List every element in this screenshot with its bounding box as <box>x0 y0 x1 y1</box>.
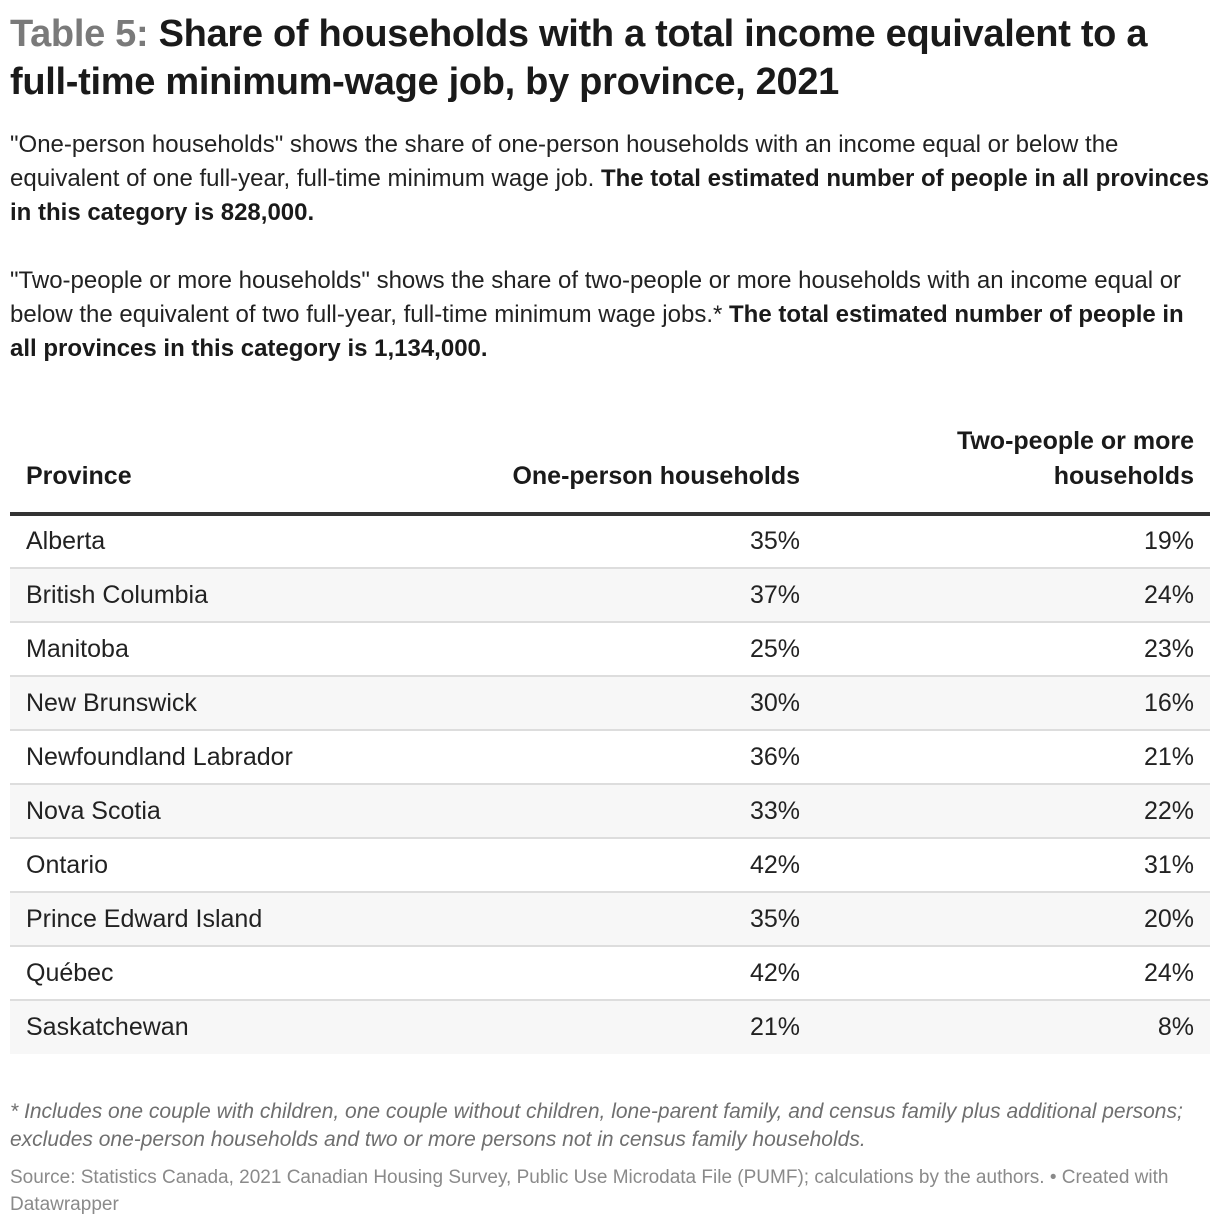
province-cell: Prince Edward Island <box>10 892 418 947</box>
chart-title: Table 5: Share of households with a tota… <box>10 10 1210 106</box>
province-cell: Nova Scotia <box>10 784 418 839</box>
description-one-bold: The total estimated number of people in … <box>10 165 1210 226</box>
two-people-cell: 31% <box>816 838 1210 893</box>
one-person-cell: 25% <box>418 622 816 677</box>
province-cell: Québec <box>10 946 418 1001</box>
chart-description: "One-person households" shows the share … <box>10 128 1210 366</box>
chart-container: Table 5: Share of households with a tota… <box>10 10 1210 1218</box>
one-person-cell: 21% <box>418 1000 816 1054</box>
table-label: Table 5: <box>10 13 149 55</box>
table-row: Alberta 35% 19% <box>10 514 1210 569</box>
one-person-cell: 37% <box>418 568 816 623</box>
column-header-two-people-text: Two-people or more households <box>956 427 1194 490</box>
one-person-cell: 33% <box>418 784 816 839</box>
description-paragraph-one: "One-person households" shows the share … <box>10 128 1210 230</box>
table-row: Prince Edward Island 35% 20% <box>10 892 1210 947</box>
province-cell: Ontario <box>10 838 418 893</box>
one-person-cell: 35% <box>418 892 816 947</box>
province-cell: Alberta <box>10 514 418 569</box>
table-header-row: Province One-person households Two-peopl… <box>10 424 1210 516</box>
two-people-cell: 20% <box>816 892 1210 947</box>
two-people-cell: 24% <box>816 946 1210 1001</box>
one-person-cell: 42% <box>418 946 816 1001</box>
one-person-cell: 42% <box>418 838 816 893</box>
description-two-text: "Two-people or more households" shows th… <box>10 267 1182 328</box>
table-row: Ontario 42% 31% <box>10 838 1210 893</box>
table-row: Québec 42% 24% <box>10 946 1210 1001</box>
footnote: * Includes one couple with children, one… <box>10 1100 1183 1151</box>
source-credit: Source: Statistics Canada, 2021 Canadian… <box>10 1167 1169 1215</box>
column-header-two-people[interactable]: Two-people or more households <box>816 424 1210 516</box>
title-text: Share of households with a total income … <box>10 13 1148 103</box>
two-people-cell: 23% <box>816 622 1210 677</box>
two-people-cell: 16% <box>816 676 1210 731</box>
table-row: Nova Scotia 33% 22% <box>10 784 1210 839</box>
province-cell: Saskatchewan <box>10 1000 418 1054</box>
column-header-province[interactable]: Province <box>10 424 418 516</box>
two-people-cell: 24% <box>816 568 1210 623</box>
one-person-cell: 36% <box>418 730 816 785</box>
one-person-cell: 35% <box>418 514 816 569</box>
two-people-cell: 8% <box>816 1000 1210 1054</box>
description-two-bold: The total estimated number of people in … <box>10 301 1184 362</box>
two-people-cell: 19% <box>816 514 1210 569</box>
table-row: Manitoba 25% 23% <box>10 622 1210 677</box>
table-row: New Brunswick 30% 16% <box>10 676 1210 731</box>
province-cell: British Columbia <box>10 568 418 623</box>
two-people-cell: 22% <box>816 784 1210 839</box>
description-paragraph-two: "Two-people or more households" shows th… <box>10 264 1210 366</box>
data-table: Province One-person households Two-peopl… <box>10 424 1210 1054</box>
province-cell: Manitoba <box>10 622 418 677</box>
column-header-one-person[interactable]: One-person households <box>418 424 816 516</box>
province-cell: Newfoundland Labrador <box>10 730 418 785</box>
table-row: Newfoundland Labrador 36% 21% <box>10 730 1210 785</box>
province-cell: New Brunswick <box>10 676 418 731</box>
one-person-cell: 30% <box>418 676 816 731</box>
table-row: British Columbia 37% 24% <box>10 568 1210 623</box>
description-one-text: "One-person households" shows the share … <box>10 131 1119 192</box>
table-body: Alberta 35% 19% British Columbia 37% 24%… <box>10 514 1210 1054</box>
two-people-cell: 21% <box>816 730 1210 785</box>
table-row: Saskatchewan 21% 8% <box>10 1000 1210 1054</box>
